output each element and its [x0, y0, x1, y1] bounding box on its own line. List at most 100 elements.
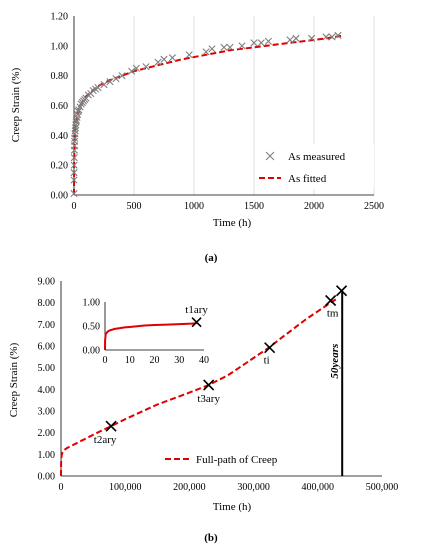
y-tick-label: 0.60	[51, 101, 69, 112]
data-point-measured	[154, 58, 162, 66]
chart-b-x-axis-label: Time (h)	[213, 501, 252, 513]
y-tick-label: 0.00	[51, 191, 69, 202]
marker-label-t1ary: t1ary	[185, 304, 208, 316]
chart-a: 0.00 0.20 0.40 0.60 0.80 1.00 1.20 0 500 1000 150…	[10, 12, 384, 265]
data-point-measured	[70, 154, 78, 162]
data-point-measured	[71, 130, 79, 138]
data-point-measured	[168, 54, 176, 62]
data-point-measured	[185, 51, 193, 59]
inset-x-tick-label: 30	[174, 355, 184, 366]
data-point-measured	[286, 36, 294, 44]
chart-b-creep-series	[60, 298, 337, 477]
data-point-measured	[118, 72, 126, 80]
inset-curve	[104, 322, 197, 351]
marker-label-t3ary: t3ary	[197, 393, 220, 405]
x-tick-label: 0	[59, 482, 64, 493]
inset-x-tick-label: 20	[150, 355, 160, 366]
data-point-measured	[257, 39, 265, 47]
data-point-measured	[250, 39, 258, 47]
chart-a-x-ticks: 0 500 1000 1500 2000 2500	[72, 201, 385, 212]
chart-a-measured-series	[70, 31, 342, 198]
legend-label-measured: As measured	[288, 151, 346, 163]
inset-x-ticks: 0 10 20 30 40	[103, 355, 210, 366]
marker-end	[335, 285, 348, 297]
data-point-measured	[74, 107, 82, 116]
chart-b-legend: Full-path of Creep	[160, 448, 312, 470]
marker-t3ary	[203, 379, 215, 391]
panel-label-b: (b)	[204, 532, 218, 544]
chart-b-markers: t2ary t3ary ti tm	[94, 285, 348, 446]
fitted-line	[73, 34, 345, 196]
y-tick-label: 0.80	[51, 71, 69, 82]
x-tick-label: 400,000	[302, 482, 335, 493]
y-tick-label: 1.00	[51, 41, 69, 52]
data-point-measured	[71, 137, 79, 145]
y-tick-label: 0.20	[51, 161, 69, 172]
data-point-measured	[70, 169, 78, 177]
y-tick-label: 4.00	[38, 385, 56, 396]
data-point-measured	[112, 75, 120, 83]
inset-y-tick-label: 0.00	[83, 346, 101, 357]
inset-x-tick-label: 0	[103, 355, 108, 366]
marker-label-ti: ti	[264, 355, 270, 367]
data-point-measured	[292, 34, 300, 42]
data-point-measured	[132, 64, 140, 72]
data-point-measured	[264, 37, 272, 45]
legend-label-fitted: As fitted	[288, 173, 327, 185]
marker-tm	[325, 294, 337, 307]
x-tick-label: 300,000	[237, 482, 270, 493]
data-point-measured	[334, 31, 342, 39]
y-tick-label: 3.00	[38, 407, 56, 418]
chart-b: 0.00 1.00 2.00 3.00 4.00 5.00 6.00 7.00 8.00 9.00…	[8, 277, 398, 545]
inset-curve-line	[104, 322, 197, 351]
data-point-measured	[128, 67, 136, 75]
x-tick-label: 1000	[184, 201, 204, 212]
legend-label-full-path: Full-path of Creep	[196, 454, 278, 466]
chart-b-inset: 0.00 0.50 1.00 0 10 20 30 40 t1ary	[73, 289, 234, 366]
full-path-line	[60, 298, 337, 477]
y-tick-label: 6.00	[38, 342, 56, 353]
x-tick-label: 1500	[244, 201, 264, 212]
data-point-measured	[100, 81, 108, 89]
x-tick-label: 0	[72, 201, 77, 212]
data-point-measured	[71, 127, 79, 135]
x-tick-label: 100,000	[109, 482, 142, 493]
y-tick-label: 1.00	[38, 450, 56, 461]
data-point-measured	[226, 43, 234, 51]
chart-b-y-axis-label: Creep Strain (%)	[8, 342, 20, 417]
x-tick-label: 500,000	[366, 482, 399, 493]
marker-label-tm: tm	[327, 308, 339, 320]
marker-t2ary	[105, 420, 117, 432]
chart-b-50years-label: 50years	[329, 344, 341, 379]
data-point-measured	[106, 78, 114, 86]
data-point-measured	[202, 48, 210, 56]
inset-y-tick-label: 1.00	[83, 298, 101, 309]
y-tick-label: 8.00	[38, 298, 56, 309]
inset-y-tick-label: 0.50	[83, 322, 101, 333]
data-point-measured	[322, 33, 330, 41]
x-tick-label: 2500	[364, 201, 384, 212]
data-point-measured	[142, 63, 150, 71]
chart-b-legend-box	[160, 448, 312, 470]
chart-b-y-ticks: 0.00 1.00 2.00 3.00 4.00 5.00 6.00 7.00 8.00 9.00	[38, 277, 56, 483]
inset-x-tick-label: 40	[199, 355, 209, 366]
data-point-measured	[70, 189, 78, 198]
x-tick-label: 2000	[304, 201, 324, 212]
inset-y-ticks: 0.00 0.50 1.00	[83, 298, 101, 357]
data-point-measured	[160, 55, 168, 63]
data-point-measured	[70, 176, 78, 184]
y-tick-label: 5.00	[38, 363, 56, 374]
data-point-measured	[94, 84, 102, 92]
y-tick-label: 2.00	[38, 428, 56, 439]
x-tick-label: 500	[127, 201, 142, 212]
chart-b-x-ticks: 0 100,000 200,000 300,000 400,000 500,000	[59, 482, 399, 493]
data-point-measured	[71, 124, 80, 132]
legend-marker-measured	[265, 151, 275, 161]
chart-a-y-ticks: 0.00 0.20 0.40 0.60 0.80 1.00 1.20	[51, 12, 69, 202]
chart-a-y-axis-label: Creep Strain (%)	[10, 67, 22, 142]
data-point-measured	[220, 43, 228, 51]
chart-a-fitted-series	[73, 34, 345, 196]
data-point-measured	[238, 42, 246, 50]
data-point-measured	[308, 34, 316, 42]
